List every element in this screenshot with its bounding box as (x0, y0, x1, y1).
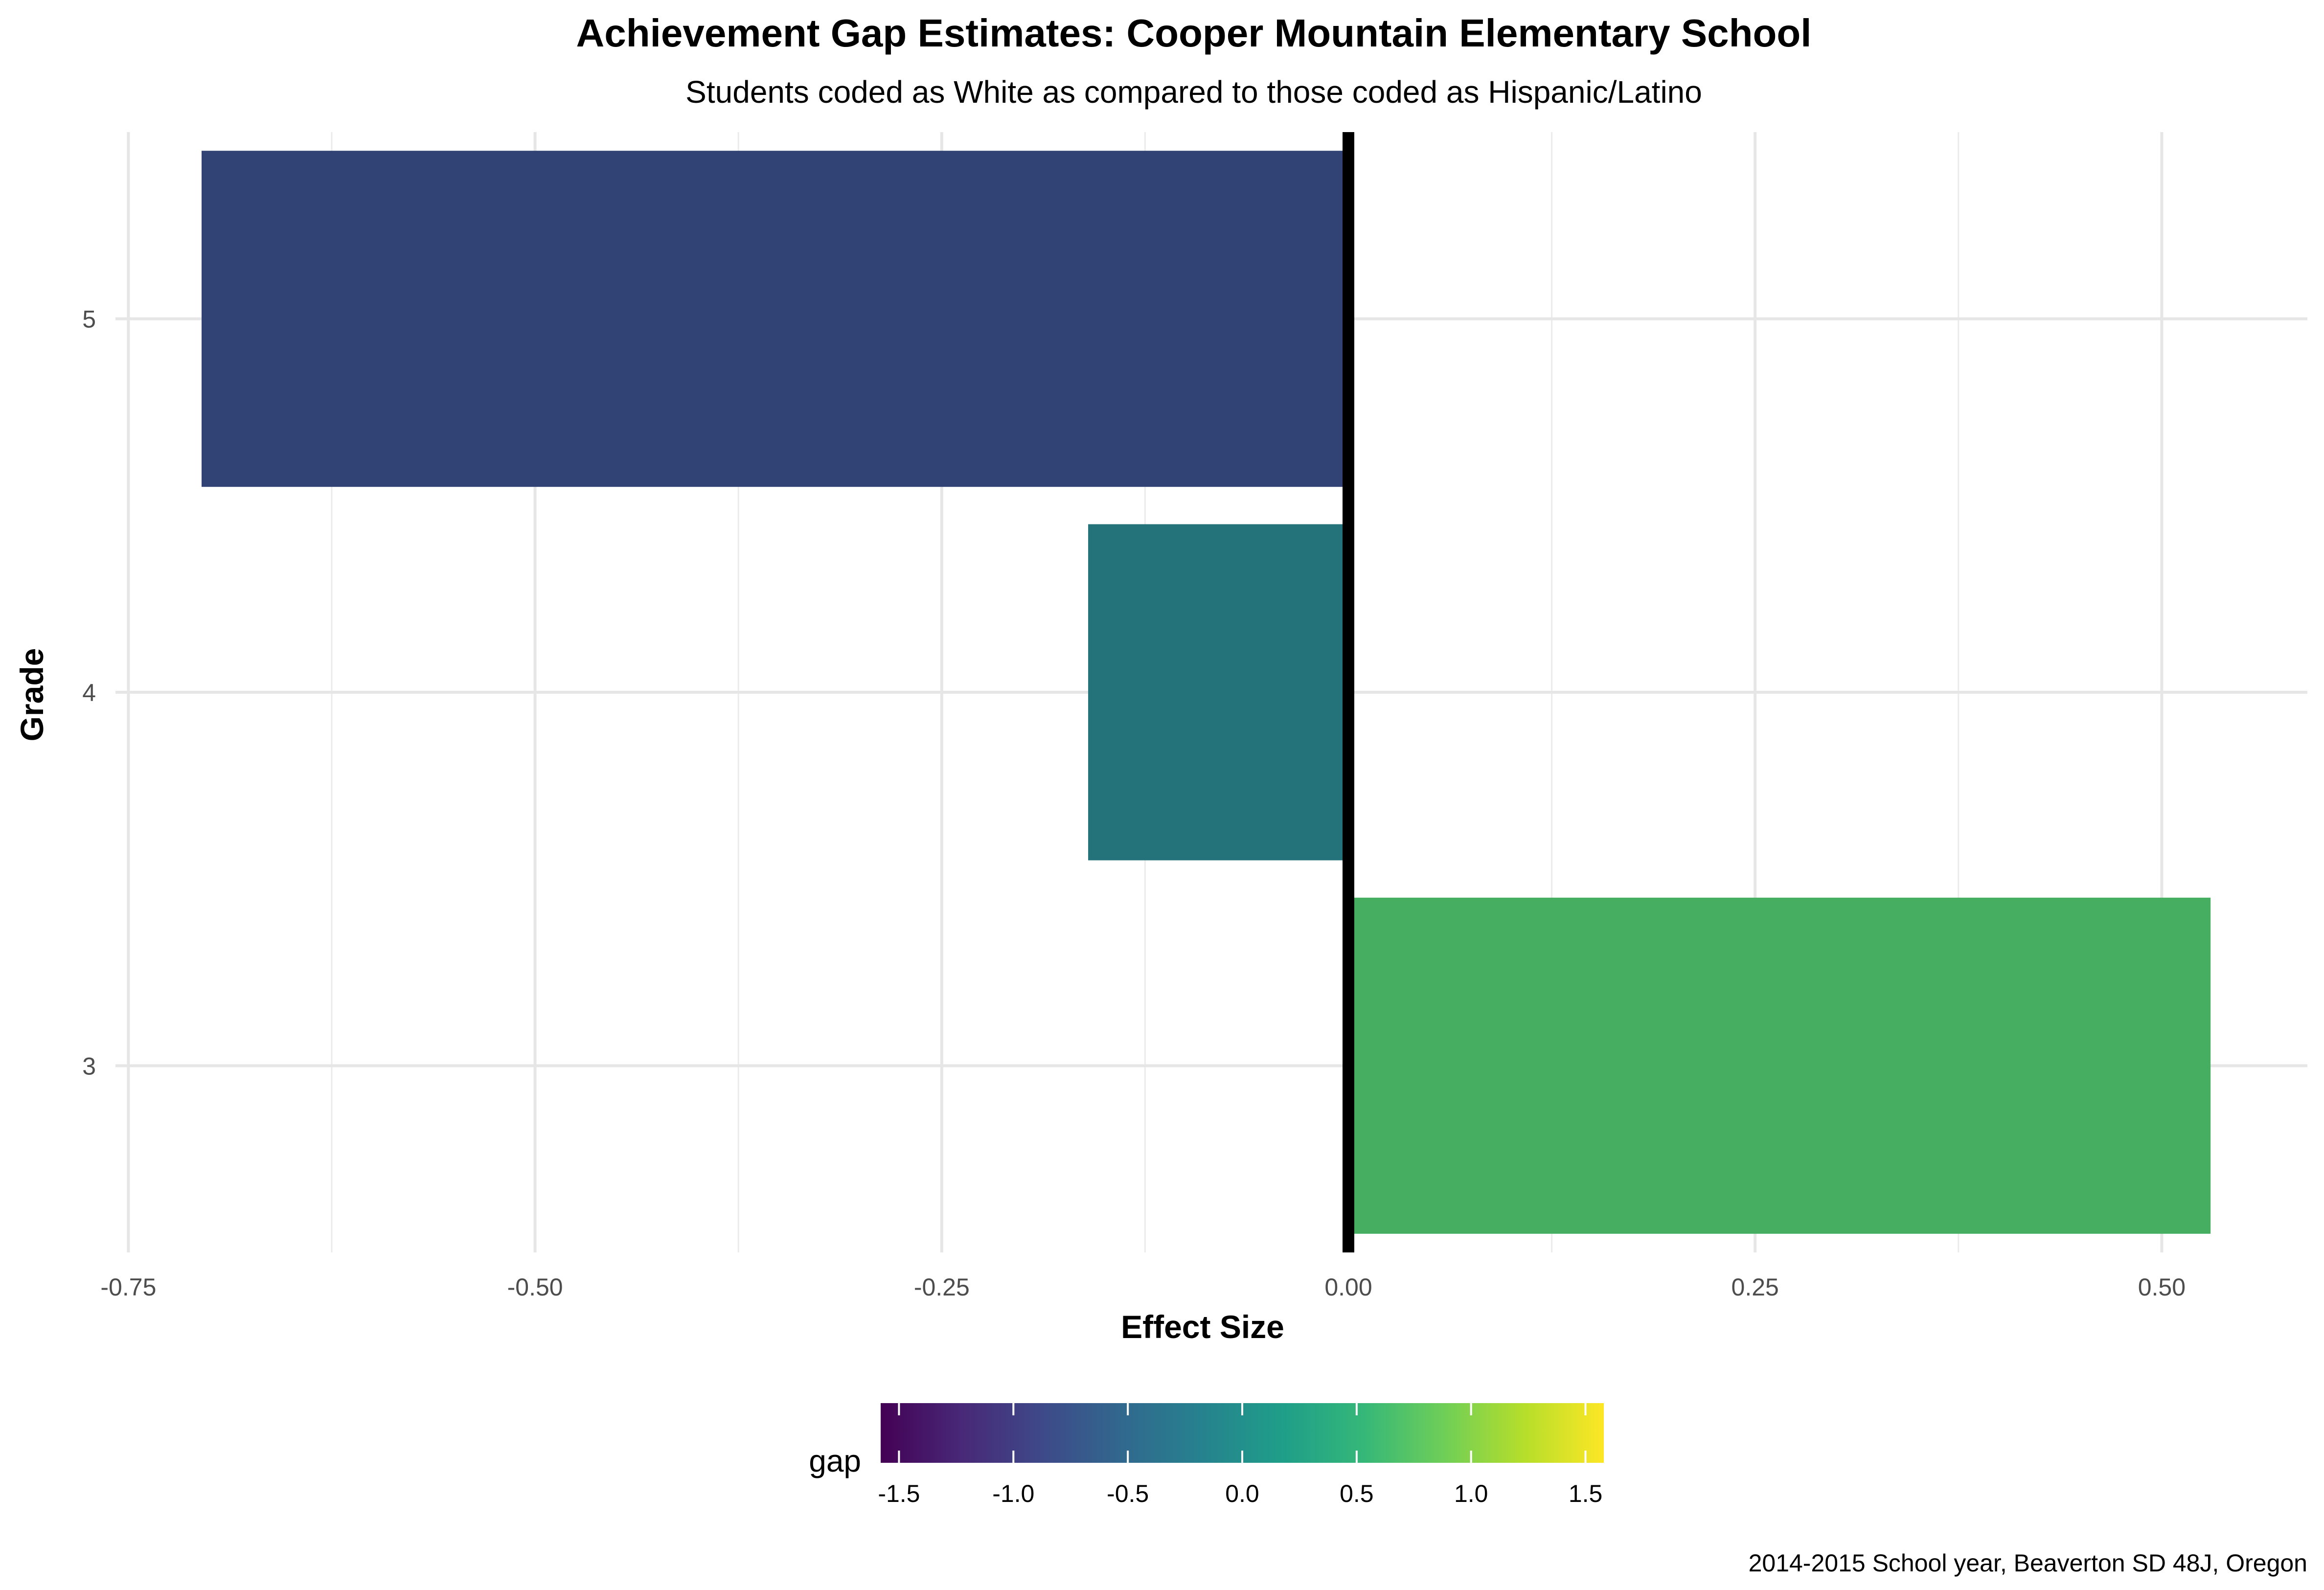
colorbar-tick-label: 0.0 (1225, 1480, 1259, 1507)
y-tick-labels: 3 4 5 (82, 306, 96, 1080)
x-tick-labels: -0.75 -0.50 -0.25 0.00 0.25 0.50 (100, 1273, 2186, 1301)
x-tick-label: 0.25 (1732, 1273, 1779, 1301)
colorbar-tick-label: 0.5 (1340, 1480, 1374, 1507)
y-tick-label: 5 (82, 306, 96, 333)
colorbar-tick-label: 1.0 (1454, 1480, 1488, 1507)
x-tick-label: -0.75 (100, 1273, 156, 1301)
colorbar-tick-label: 1.5 (1569, 1480, 1603, 1507)
bars (202, 151, 2211, 1234)
bar-grade-5 (202, 151, 1348, 487)
chart-caption: 2014-2015 School year, Beaverton SD 48J,… (1749, 1549, 2307, 1577)
colorbar-tick-label: -1.5 (878, 1480, 920, 1507)
colorbar-tick-label: -0.5 (1107, 1480, 1149, 1507)
legend-title: gap (809, 1443, 861, 1478)
y-tick-label: 3 (82, 1052, 96, 1080)
x-tick-label: -0.25 (914, 1273, 970, 1301)
x-tick-label: 0.00 (1324, 1273, 1372, 1301)
x-axis-label: Effect Size (1121, 1309, 1284, 1345)
y-axis-label: Grade (14, 648, 50, 742)
bar-grade-3 (1348, 897, 2211, 1234)
legend: gap -1.5 -1.0 -0.5 0.0 0.5 1.0 1.5 (809, 1403, 1604, 1507)
chart-title: Achievement Gap Estimates: Cooper Mounta… (576, 11, 1812, 55)
bar-grade-4 (1088, 524, 1348, 861)
chart-subtitle: Students coded as White as compared to t… (685, 74, 1702, 110)
colorbar-tick-label: -1.0 (992, 1480, 1034, 1507)
legend-ticks: -1.5 -1.0 -0.5 0.0 0.5 1.0 1.5 (878, 1403, 1602, 1507)
x-tick-label: 0.50 (2138, 1273, 2186, 1301)
x-tick-label: -0.50 (507, 1273, 563, 1301)
y-tick-label: 4 (82, 679, 96, 706)
